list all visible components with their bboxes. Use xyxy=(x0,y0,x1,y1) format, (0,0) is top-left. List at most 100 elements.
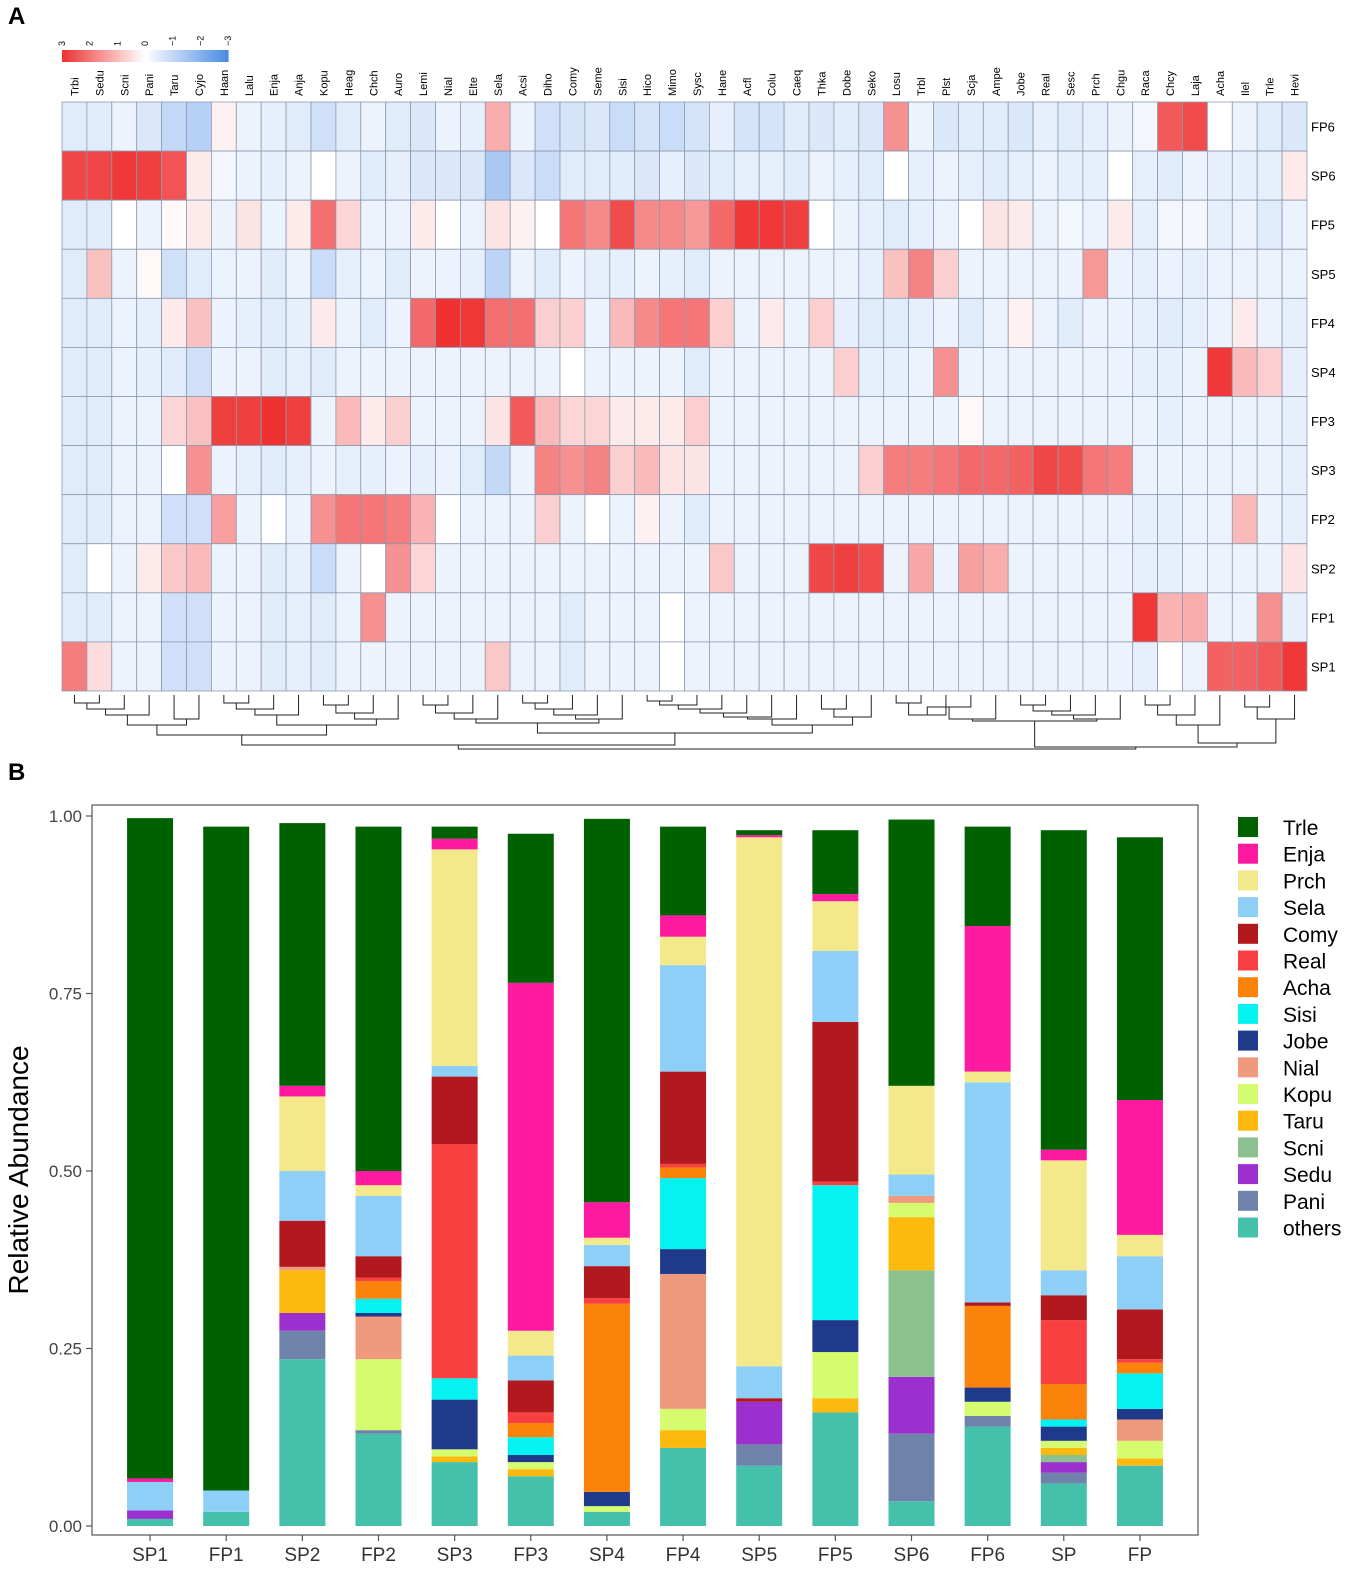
bar-segment-taru xyxy=(507,1469,554,1477)
colorbar-segment xyxy=(73,50,77,62)
heatmap-cell xyxy=(933,150,959,201)
bar-segment-enja xyxy=(355,1171,402,1186)
heatmap-cell xyxy=(684,101,710,152)
legend-swatch xyxy=(1238,1057,1258,1078)
bar-segment-taru xyxy=(279,1270,326,1313)
heatmap-column-label: Losu xyxy=(891,72,903,96)
heatmap-cell xyxy=(385,199,412,250)
heatmap-cell xyxy=(509,101,536,152)
colorbar-segment xyxy=(222,50,226,62)
bar-segment-others xyxy=(279,1359,326,1526)
heatmap-cell xyxy=(310,248,337,299)
heatmap-cell xyxy=(559,101,586,152)
heatmap-cell xyxy=(783,641,810,692)
bar-segment-prch xyxy=(736,837,783,1367)
colorbar-segment xyxy=(172,50,177,62)
heatmap-cell xyxy=(758,396,785,446)
bar-segment-jobe xyxy=(964,1387,1011,1402)
legend-label: Sedu xyxy=(1283,1164,1332,1187)
heatmap-cell xyxy=(1007,248,1034,299)
bar-segment-others xyxy=(583,1511,630,1526)
bar-segment-pani xyxy=(888,1433,935,1502)
heatmap-cell xyxy=(484,641,511,692)
heatmap-cell xyxy=(385,248,412,299)
bar-segment-enja xyxy=(279,1085,326,1097)
heatmap-cell xyxy=(559,494,586,545)
heatmap-cell xyxy=(1182,248,1208,299)
heatmap-cell xyxy=(908,641,934,692)
heatmap-cell xyxy=(609,101,636,152)
heatmap-cell xyxy=(634,641,661,692)
heatmap-cell xyxy=(1057,248,1084,299)
colorbar-segment xyxy=(103,50,107,62)
heatmap-column-label: Jobe xyxy=(1016,72,1028,96)
heatmap-cell xyxy=(410,150,436,201)
heatmap-cell xyxy=(1057,494,1084,545)
heatmap-cell xyxy=(559,150,586,201)
heatmap-cell xyxy=(111,543,138,594)
dendrogram-branch xyxy=(1244,695,1271,708)
heatmap-cell xyxy=(410,592,436,643)
heatmap-cell xyxy=(335,396,362,446)
heatmap-cell xyxy=(260,641,287,692)
heatmap-cell xyxy=(1107,543,1134,594)
legend-label: Kopu xyxy=(1283,1084,1332,1107)
colorbar-segment xyxy=(164,50,168,62)
bar-segment-prch xyxy=(431,849,478,1066)
heatmap-column-label: Kopu xyxy=(318,70,330,96)
heatmap-cell xyxy=(235,347,262,397)
heatmap-cell xyxy=(982,199,1009,250)
legend-label: Real xyxy=(1283,951,1326,974)
heatmap-cell xyxy=(808,641,835,692)
heatmap-cell xyxy=(559,543,586,594)
bar-segment-scni xyxy=(888,1270,935,1377)
bar-segment-trle xyxy=(888,819,935,1086)
x-tick-label: FP1 xyxy=(209,1545,244,1566)
heatmap-cell xyxy=(509,592,536,643)
heatmap-cell xyxy=(186,101,212,152)
bar-segment-kopu xyxy=(888,1202,935,1218)
bar-segment-trle xyxy=(964,826,1011,927)
heatmap-cell xyxy=(559,199,586,250)
heatmap-cell xyxy=(235,445,262,496)
heatmap-cell xyxy=(1231,248,1258,299)
heatmap-cell xyxy=(908,199,934,250)
heatmap-cell xyxy=(833,494,860,545)
heatmap-cell xyxy=(1231,494,1258,545)
heatmap-cell xyxy=(634,494,661,545)
heatmap-cell xyxy=(1281,248,1308,299)
bar-segment-comy xyxy=(964,1302,1011,1306)
heatmap-cell xyxy=(609,543,636,594)
bar-segment-jobe xyxy=(812,1320,859,1353)
heatmap-cell xyxy=(111,494,138,545)
dendrogram-branch xyxy=(73,695,100,704)
heatmap-cell xyxy=(1281,347,1308,397)
colorbar-segment xyxy=(64,50,69,62)
heatmap-cell xyxy=(360,297,387,348)
dendrogram xyxy=(73,695,1296,750)
dendrogram-branch xyxy=(435,695,474,714)
heatmap-cell xyxy=(858,199,885,250)
heatmap-cell xyxy=(958,396,984,446)
heatmap-cell xyxy=(1231,347,1258,397)
heatmap-cell xyxy=(435,396,461,446)
heatmap-cell xyxy=(1107,150,1134,201)
legend-label: Sela xyxy=(1283,897,1325,920)
x-tick-label: FP6 xyxy=(970,1545,1005,1566)
bar-segment-kopu xyxy=(355,1359,402,1431)
heatmap-cell xyxy=(186,494,212,545)
dendrogram-branch xyxy=(173,695,200,720)
heatmap-cell xyxy=(933,101,959,152)
heatmap-cell xyxy=(1281,592,1308,643)
bar-segment-nial xyxy=(888,1195,935,1203)
heatmap-cell xyxy=(1032,494,1059,545)
bar-segment-comy xyxy=(431,1076,478,1145)
heatmap-cell xyxy=(1032,101,1059,152)
heatmap-column-label: Lalu xyxy=(244,75,256,96)
heatmap-row-label: FP2 xyxy=(1311,512,1335,527)
heatmap-cell xyxy=(235,297,262,348)
bar-segment-acha xyxy=(1116,1362,1163,1374)
heatmap-cell xyxy=(908,445,934,496)
heatmap-cell xyxy=(1082,199,1109,250)
